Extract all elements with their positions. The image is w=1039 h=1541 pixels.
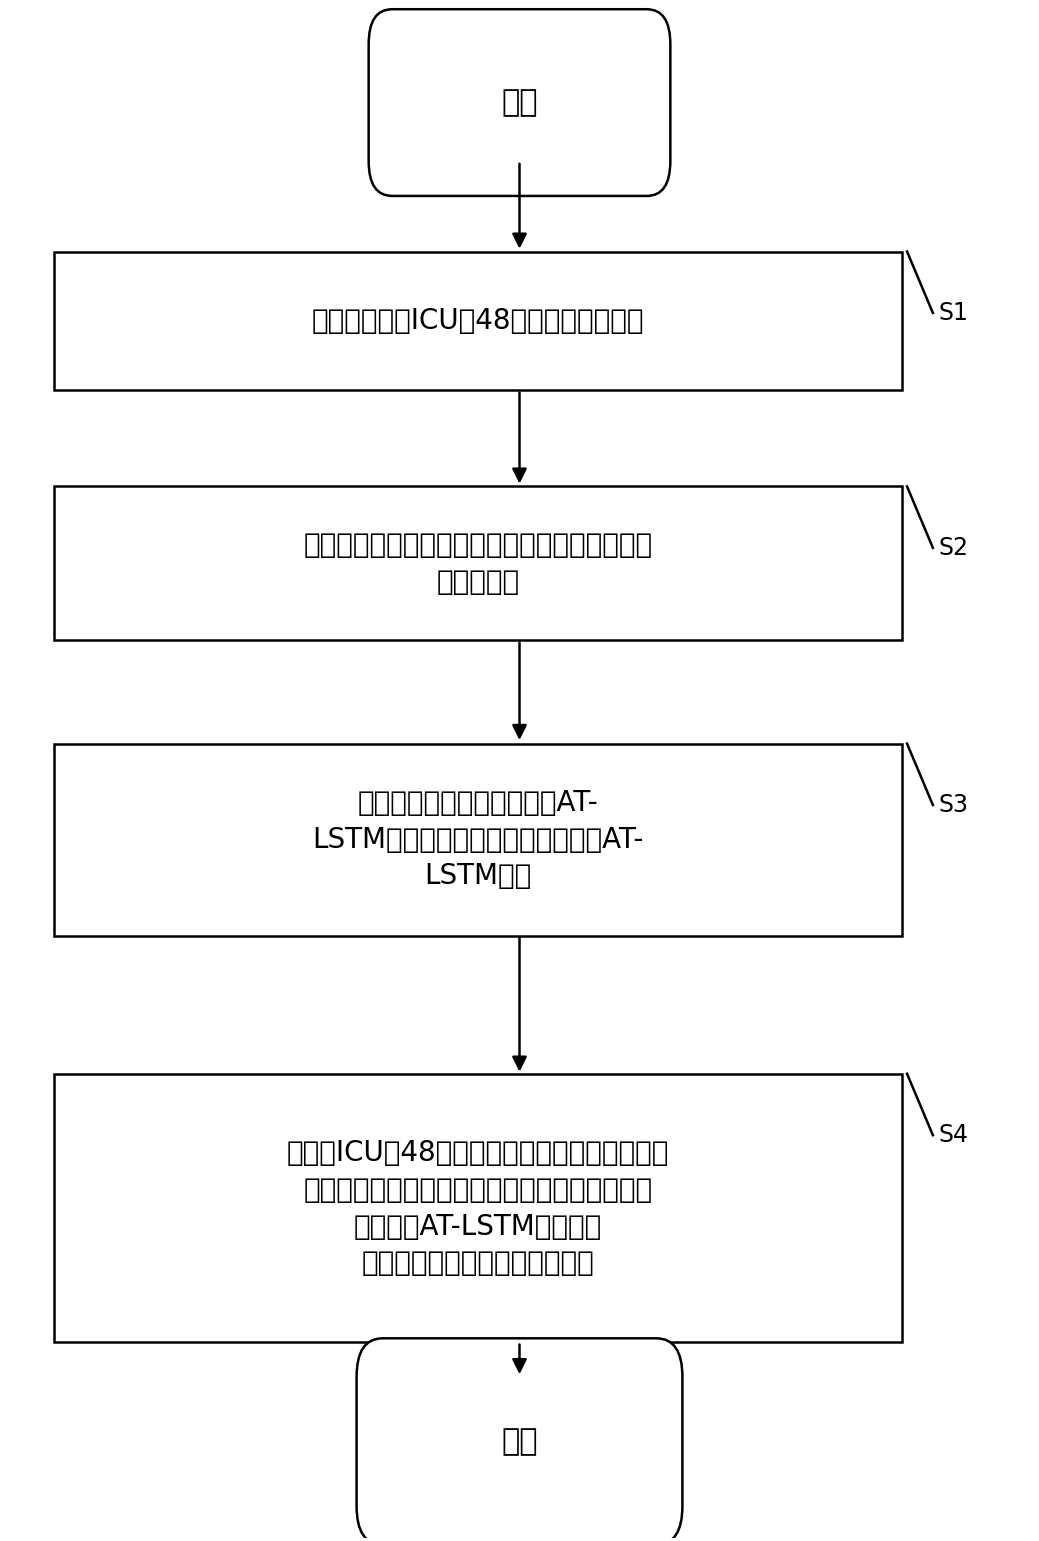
Bar (54, 744, 902, 935)
Text: S4: S4 (938, 1123, 968, 1147)
Text: 对采集到的体征指标进行预处理，得到预处理后
的体征指标: 对采集到的体征指标进行预处理，得到预处理后 的体征指标 (303, 530, 652, 596)
Bar (54, 1074, 902, 1342)
Text: 根据预处理后的体征指标对AT-
LSTM模型进行训练，得到训练好的AT-
LSTM模型: 根据预处理后的体征指标对AT- LSTM模型进行训练，得到训练好的AT- LST… (313, 789, 644, 891)
Text: S1: S1 (938, 300, 968, 325)
Text: 采集患者入住ICU后48小时内的体征指标: 采集患者入住ICU后48小时内的体征指标 (312, 307, 644, 334)
Text: 开始: 开始 (501, 88, 538, 117)
Bar (54, 251, 902, 390)
Bar (54, 487, 902, 640)
Text: 对进入ICU后48小时的新患者采集体征指标并进
行预处理，将预处理后的新患者体征指标输入到
训练好的AT-LSTM模型中，
得到该新患者的死亡率预测结果: 对进入ICU后48小时的新患者采集体征指标并进 行预处理，将预处理后的新患者体征… (287, 1139, 669, 1277)
FancyBboxPatch shape (369, 9, 670, 196)
Text: S3: S3 (938, 794, 968, 817)
Text: S2: S2 (938, 536, 968, 559)
FancyBboxPatch shape (356, 1338, 683, 1541)
Text: 结束: 结束 (501, 1427, 538, 1456)
